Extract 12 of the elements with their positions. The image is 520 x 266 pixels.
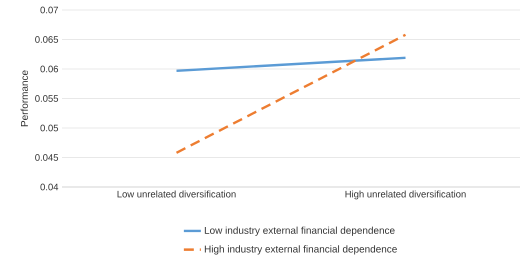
y-tick-label: 0.065 [35, 36, 58, 43]
y-tick-label: 0.055 [35, 95, 58, 102]
y-tick-label: 0.045 [35, 154, 58, 161]
y-axis-title: Performance [20, 70, 28, 126]
x-tick-label: Low unrelated diversification [118, 190, 236, 198]
y-tick-label: 0.07 [40, 6, 58, 14]
y-tick-label: 0.05 [40, 124, 58, 132]
y-tick-label: 0.04 [40, 184, 58, 190]
y-tick-label: 0.06 [40, 66, 58, 72]
legend-label: Low industry external financial dependence [204, 226, 395, 236]
x-tick-label: High unrelated diversification [346, 190, 466, 200]
legend-label: High industry external financial dependence [204, 245, 397, 255]
